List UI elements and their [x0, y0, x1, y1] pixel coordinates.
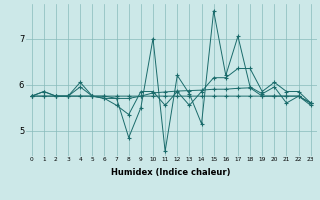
X-axis label: Humidex (Indice chaleur): Humidex (Indice chaleur) [111, 168, 231, 177]
